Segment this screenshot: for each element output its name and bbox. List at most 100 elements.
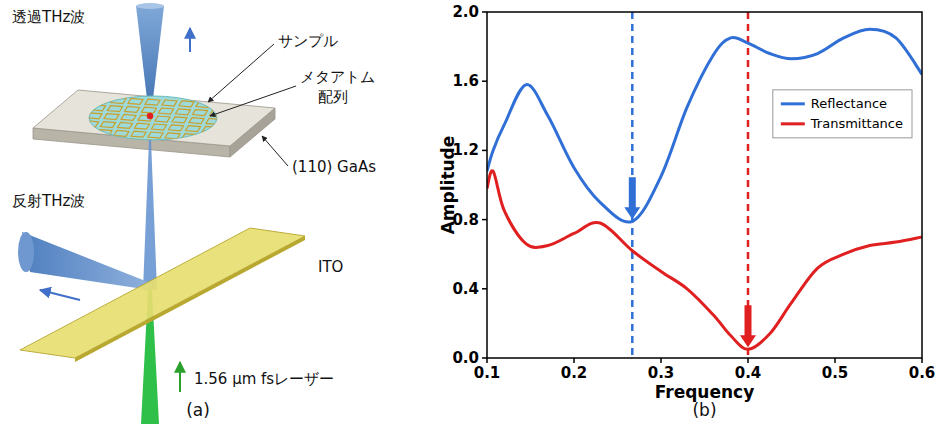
metaatom bbox=[114, 130, 129, 136]
y-tick bbox=[482, 80, 487, 82]
metaatom bbox=[94, 97, 109, 103]
label-substrate: (110) GaAs bbox=[292, 158, 376, 176]
metaatom bbox=[108, 106, 123, 112]
plot-frame bbox=[487, 12, 922, 358]
metaatom-array bbox=[60, 96, 229, 148]
metaatom bbox=[111, 138, 126, 144]
label-metaatom: メタアトム bbox=[300, 68, 375, 86]
metaatom bbox=[128, 98, 143, 104]
y-tick bbox=[482, 219, 487, 221]
metaatom bbox=[186, 126, 201, 132]
x-tick-label: 0.2 bbox=[561, 364, 588, 382]
metaatom bbox=[193, 110, 208, 116]
metaatom bbox=[182, 134, 197, 140]
beam-end bbox=[18, 232, 34, 272]
metaatom bbox=[87, 113, 102, 119]
metaatom bbox=[145, 140, 160, 146]
y-tick-label: 0.4 bbox=[452, 280, 479, 298]
metaatom bbox=[206, 118, 221, 124]
x-tick bbox=[747, 358, 749, 363]
metaatom bbox=[118, 122, 133, 128]
x-tick-label: 0.6 bbox=[909, 364, 936, 382]
y-tick bbox=[482, 288, 487, 290]
plot-area bbox=[487, 12, 922, 358]
metaatom bbox=[70, 112, 85, 118]
x-axis-title: Frequency bbox=[655, 382, 755, 402]
panel-label: (b) bbox=[692, 400, 716, 420]
label-laser: 1.56 μm fsレーザー bbox=[194, 370, 334, 388]
metaatom bbox=[77, 96, 92, 102]
x-tick-label: 0.3 bbox=[648, 364, 675, 382]
label-sample: サンプル bbox=[278, 32, 338, 50]
metaatom bbox=[97, 130, 112, 136]
metaatom bbox=[94, 138, 109, 144]
metaatom bbox=[60, 136, 75, 142]
metaatom bbox=[101, 122, 116, 128]
metaatom bbox=[189, 118, 204, 124]
x-tick bbox=[660, 358, 662, 363]
metaatom bbox=[74, 104, 89, 110]
marker-arrow bbox=[740, 305, 756, 347]
panel-b: 0.10.20.30.40.50.60.00.40.81.21.62.0Freq… bbox=[438, 3, 935, 420]
panel-label: (a) bbox=[186, 400, 210, 420]
x-tick-label: 0.5 bbox=[822, 364, 849, 382]
legend-swatch bbox=[781, 102, 805, 105]
x-tick-label: 0.4 bbox=[735, 364, 762, 382]
metaatom bbox=[80, 129, 95, 135]
metaatom bbox=[179, 142, 194, 148]
metaatom bbox=[196, 142, 211, 148]
legend-label: Reflectance bbox=[811, 96, 887, 111]
ito-plate bbox=[20, 228, 305, 358]
laser-arrow bbox=[179, 362, 181, 392]
y-tick-label: 2.0 bbox=[452, 3, 479, 21]
x-tick bbox=[573, 358, 575, 363]
ito-edge bbox=[75, 236, 305, 362]
y-tick bbox=[482, 357, 487, 359]
metaatom bbox=[169, 125, 184, 131]
metaatom bbox=[67, 120, 82, 126]
metaatom bbox=[121, 114, 136, 120]
leader bbox=[262, 136, 288, 166]
metaatom bbox=[63, 128, 78, 134]
focus-spot bbox=[147, 113, 153, 119]
transmitted-arrow bbox=[189, 28, 191, 52]
series-line bbox=[487, 171, 922, 350]
metaatom bbox=[172, 117, 187, 123]
metaatom bbox=[135, 123, 150, 129]
label-metaatom: 配列 bbox=[318, 88, 348, 106]
metaatom bbox=[145, 99, 160, 105]
legend-swatch bbox=[781, 122, 805, 125]
slab-top bbox=[33, 90, 275, 146]
metaatom bbox=[159, 108, 174, 114]
reflected-arrow bbox=[40, 290, 80, 300]
metaatom bbox=[131, 131, 146, 137]
metaatom bbox=[91, 105, 106, 111]
y-tick bbox=[482, 11, 487, 13]
y-axis-title: Amplitude bbox=[438, 136, 458, 235]
panel-a: 透過THz波サンプルメタアトム配列(110) GaAs反射THz波ITO1.56… bbox=[12, 3, 376, 424]
metaatom bbox=[196, 102, 211, 108]
label-ito: ITO bbox=[318, 258, 343, 276]
metaatom bbox=[162, 141, 177, 147]
metaatom bbox=[142, 107, 157, 113]
legend-box bbox=[773, 90, 912, 138]
marker-arrow bbox=[624, 177, 640, 219]
figure: 透過THz波サンプルメタアトム配列(110) GaAs反射THz波ITO1.56… bbox=[0, 0, 945, 424]
sample-disc bbox=[89, 96, 217, 140]
series-line bbox=[487, 29, 922, 222]
y-tick-label: 1.6 bbox=[452, 72, 479, 90]
legend-label: Transmittance bbox=[810, 116, 903, 131]
metaatom bbox=[203, 126, 218, 132]
metaatom bbox=[176, 109, 191, 115]
metaatom bbox=[162, 100, 177, 106]
reflected-beam bbox=[22, 232, 150, 290]
metaatom bbox=[179, 101, 194, 107]
metaatom bbox=[165, 133, 180, 139]
x-tick bbox=[834, 358, 836, 363]
y-tick bbox=[482, 150, 487, 152]
metaatom bbox=[148, 132, 163, 138]
beam-end bbox=[136, 3, 164, 9]
metaatom bbox=[104, 114, 119, 120]
y-tick-label: 0.0 bbox=[452, 349, 479, 367]
metaatom bbox=[111, 98, 126, 104]
